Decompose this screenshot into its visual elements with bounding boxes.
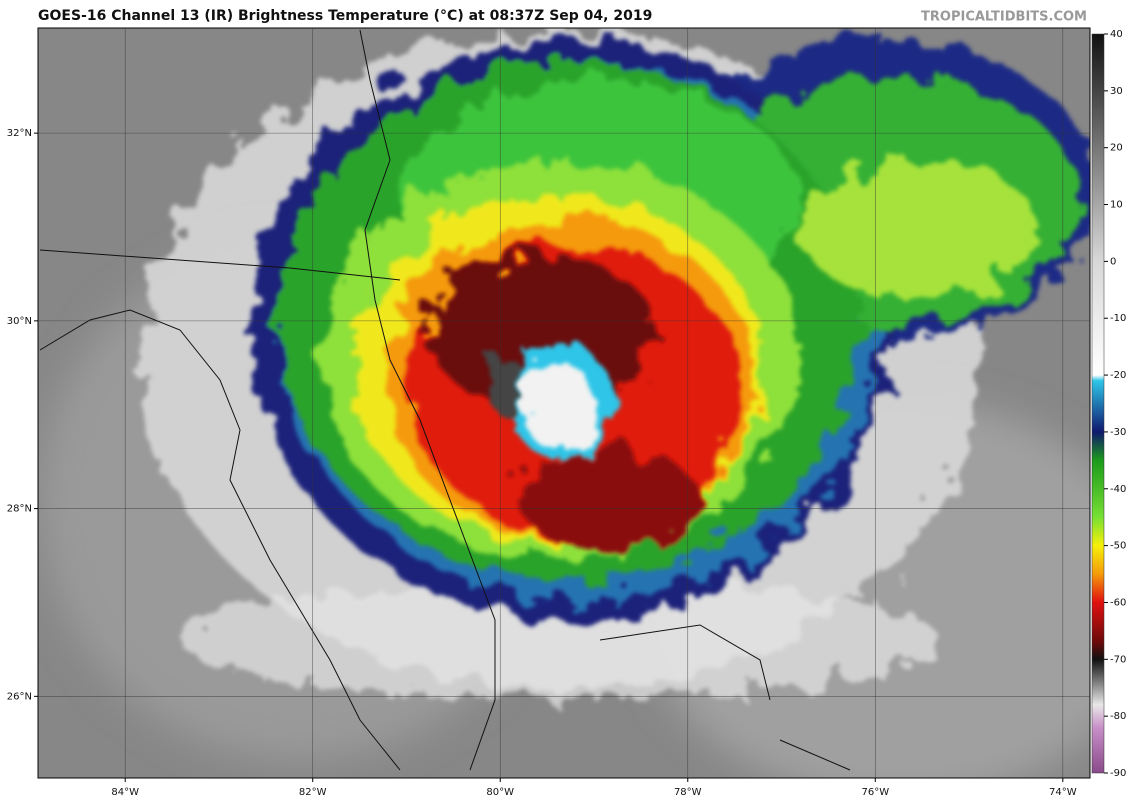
colorbar-label: -70 <box>1110 654 1126 665</box>
lon-label: 80°W <box>486 787 514 798</box>
colorbar-label: 20 <box>1110 143 1123 154</box>
title: GOES-16 Channel 13 (IR) Brightness Tempe… <box>38 8 652 24</box>
colorbar-label: -90 <box>1110 768 1126 779</box>
colorbar-label: -50 <box>1110 541 1126 552</box>
colorbar-label: 30 <box>1110 86 1123 97</box>
colorbar <box>1091 33 1105 774</box>
colorbar-label: -10 <box>1110 313 1126 324</box>
colorbar-label: -80 <box>1110 711 1126 722</box>
satellite-image <box>38 28 1090 778</box>
colorbar-label: -60 <box>1110 597 1126 608</box>
colorbar-label: -40 <box>1110 484 1126 495</box>
watermark: TROPICALTIDBITS.COM <box>921 10 1087 25</box>
map-frame <box>37 27 1091 779</box>
colorbar-label: -30 <box>1110 427 1126 438</box>
lat-label: 30°N <box>7 316 32 327</box>
lat-label: 32°N <box>7 128 32 139</box>
colorbar-label: -20 <box>1110 370 1126 381</box>
lon-label: 82°W <box>299 787 327 798</box>
lon-label: 84°W <box>111 787 139 798</box>
lat-label: 26°N <box>7 691 32 702</box>
colorbar-label: 40 <box>1110 29 1123 40</box>
lon-label: 76°W <box>861 787 889 798</box>
colorbar-label: 0 <box>1110 256 1116 267</box>
lat-label: 28°N <box>7 504 32 515</box>
lon-label: 74°W <box>1049 787 1077 798</box>
colorbar-label: 10 <box>1110 200 1123 211</box>
lon-label: 78°W <box>674 787 702 798</box>
